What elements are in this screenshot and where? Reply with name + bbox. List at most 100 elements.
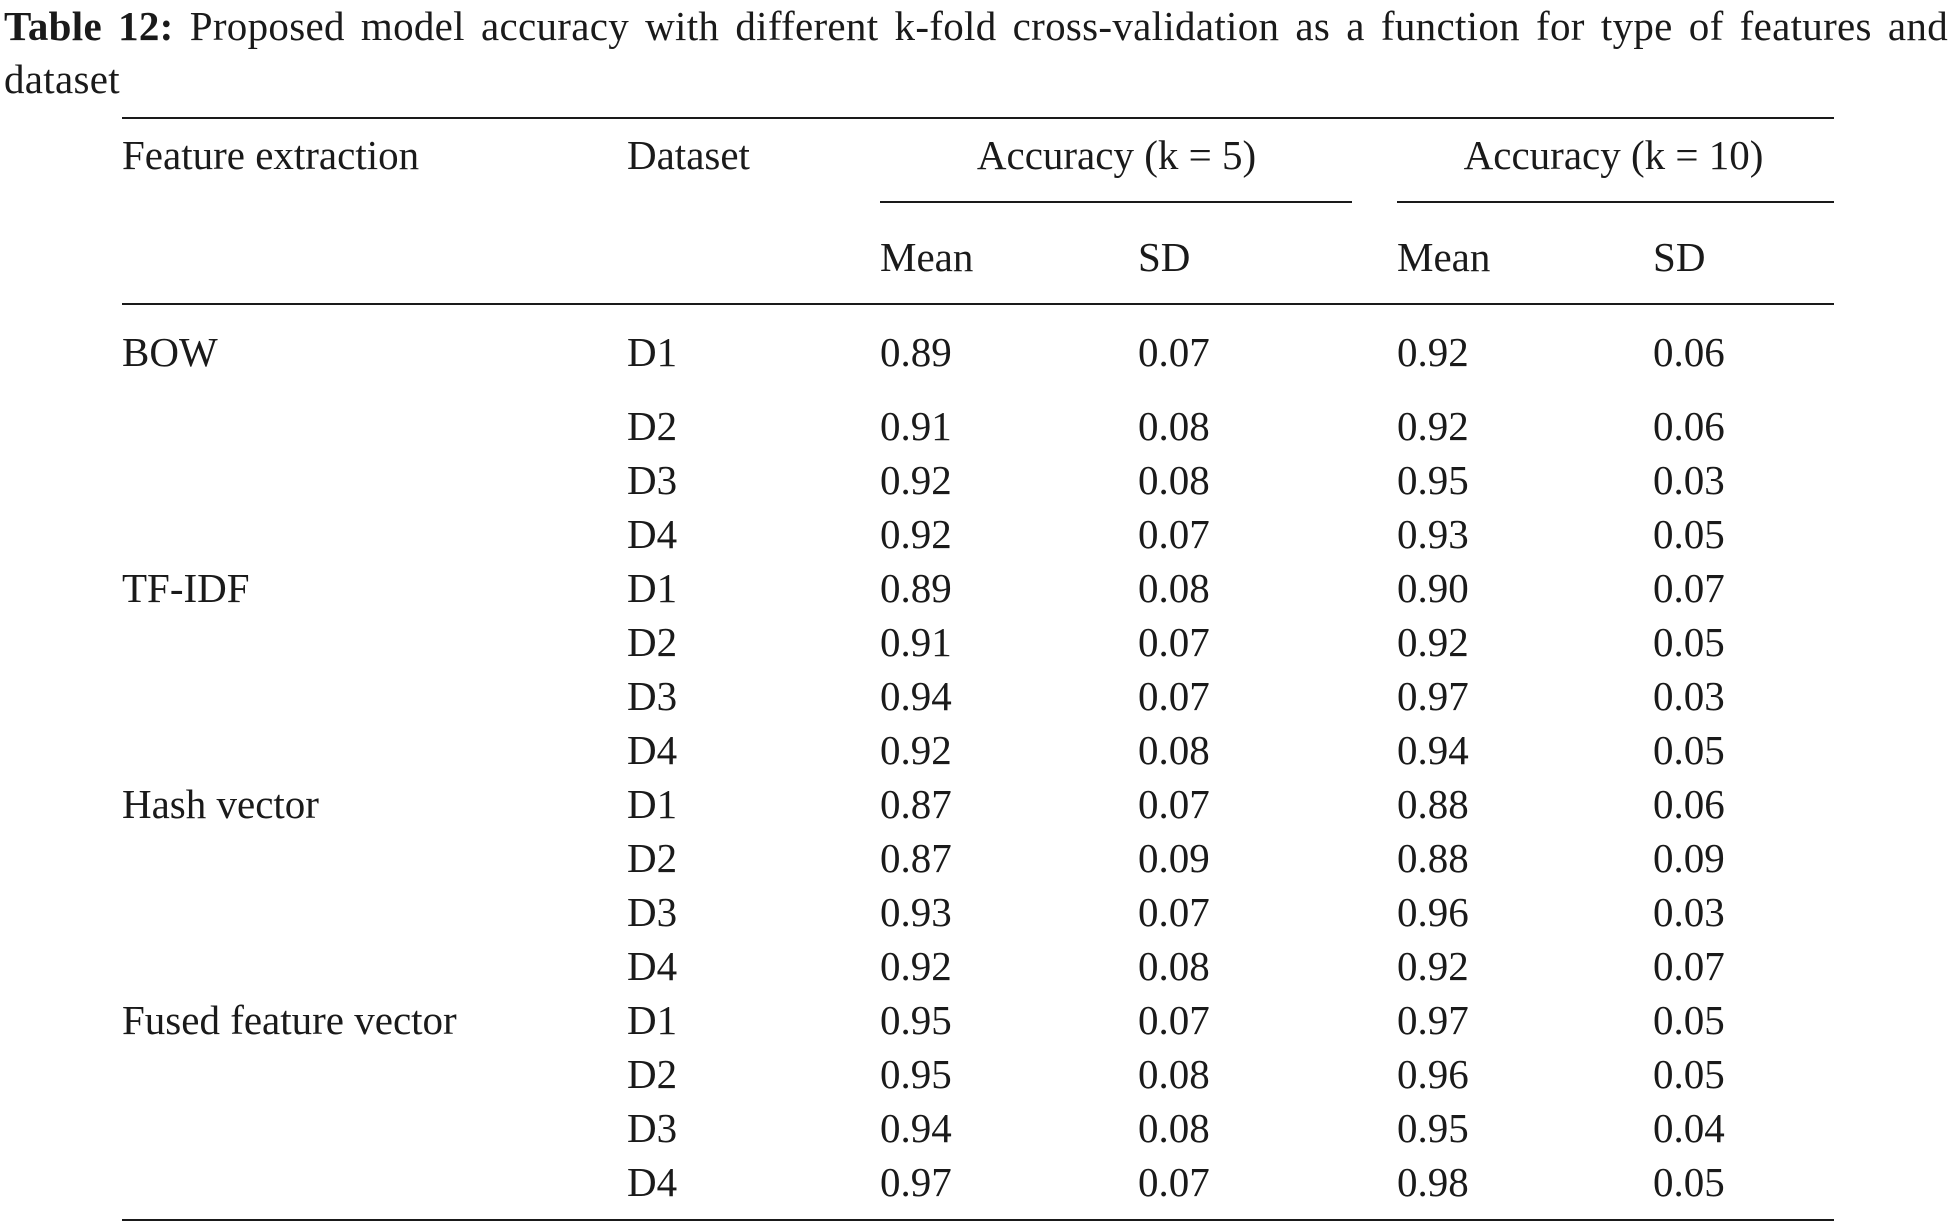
dataset-cell: D1 bbox=[627, 329, 678, 375]
sd-k10-cell: 0.06 bbox=[1653, 781, 1725, 827]
table-row: D3 0.93 0.07 0.96 0.03 bbox=[122, 885, 1834, 939]
mean-k5-cell: 0.93 bbox=[880, 889, 952, 935]
feature-cell bbox=[122, 669, 627, 723]
feature-cell bbox=[122, 399, 627, 453]
col-header-mean-k10: Mean bbox=[1397, 234, 1491, 280]
mean-k10-cell: 0.97 bbox=[1397, 673, 1469, 719]
col-header-accuracy-k10: Accuracy (k = 10) bbox=[1393, 118, 1834, 201]
feature-cell: Hash vector bbox=[122, 781, 319, 827]
sd-k10-cell: 0.03 bbox=[1653, 457, 1725, 503]
sd-k5-cell: 0.07 bbox=[1138, 781, 1210, 827]
header-row-group: Feature extraction Dataset Accuracy (k =… bbox=[122, 118, 1835, 201]
sd-k5-cell: 0.08 bbox=[1138, 403, 1210, 449]
mean-k10-cell: 0.93 bbox=[1397, 511, 1469, 557]
table-row: D4 0.92 0.08 0.92 0.07 bbox=[122, 939, 1834, 993]
sd-k5-cell: 0.07 bbox=[1138, 997, 1210, 1043]
mean-k5-cell: 0.92 bbox=[880, 943, 952, 989]
dataset-cell: D1 bbox=[627, 781, 678, 827]
accuracy-k10-label: Accuracy (k = 10) bbox=[1463, 132, 1764, 178]
sd-k10-cell: 0.06 bbox=[1653, 329, 1725, 375]
dataset-cell: D2 bbox=[627, 619, 678, 665]
sd-k5-cell: 0.08 bbox=[1138, 457, 1210, 503]
col-header-sd-k5: SD bbox=[1138, 234, 1191, 280]
mean-k5-cell: 0.89 bbox=[880, 329, 952, 375]
results-table-container: Feature extraction Dataset Accuracy (k =… bbox=[122, 117, 1835, 1221]
mean-k10-cell: 0.96 bbox=[1397, 889, 1469, 935]
mean-k5-cell: 0.92 bbox=[880, 457, 952, 503]
sd-k10-cell: 0.06 bbox=[1653, 403, 1725, 449]
table-row: D4 0.92 0.08 0.94 0.05 bbox=[122, 723, 1834, 777]
sd-k5-cell: 0.07 bbox=[1138, 511, 1210, 557]
group-underline-row bbox=[122, 201, 1835, 203]
dataset-cell: D2 bbox=[627, 403, 678, 449]
feature-cell bbox=[122, 723, 627, 777]
mean-k5-cell: 0.92 bbox=[880, 727, 952, 773]
sd-k5-cell: 0.07 bbox=[1138, 1159, 1210, 1205]
spacer-cell bbox=[122, 203, 627, 304]
group-underline-k10 bbox=[1393, 201, 1835, 203]
feature-cell bbox=[122, 885, 627, 939]
dataset-cell: D4 bbox=[627, 727, 678, 773]
group-underline-k5 bbox=[880, 201, 1393, 203]
mean-k10-cell: 0.95 bbox=[1397, 457, 1469, 503]
mean-k5-cell: 0.87 bbox=[880, 781, 952, 827]
table-row: D3 0.94 0.08 0.95 0.04 bbox=[122, 1101, 1834, 1155]
mean-k5-cell: 0.91 bbox=[880, 403, 952, 449]
table-row: D3 0.92 0.08 0.95 0.03 bbox=[122, 453, 1834, 507]
mean-k10-cell: 0.95 bbox=[1397, 1105, 1469, 1151]
mean-k5-cell: 0.94 bbox=[880, 1105, 952, 1151]
dataset-cell: D1 bbox=[627, 997, 678, 1043]
mean-k5-cell: 0.87 bbox=[880, 835, 952, 881]
feature-cell bbox=[122, 939, 627, 993]
dataset-cell: D2 bbox=[627, 1051, 678, 1097]
dataset-cell: D3 bbox=[627, 457, 678, 503]
feature-cell: Fused feature vector bbox=[122, 997, 457, 1043]
mean-k5-cell: 0.97 bbox=[880, 1159, 952, 1205]
mean-k10-cell: 0.98 bbox=[1397, 1159, 1469, 1205]
mean-k10-cell: 0.88 bbox=[1397, 835, 1469, 881]
spacer-cell bbox=[627, 203, 880, 304]
mean-k10-cell: 0.96 bbox=[1397, 1051, 1469, 1097]
mean-k10-cell: 0.92 bbox=[1397, 403, 1469, 449]
col-header-sd-k10: SD bbox=[1653, 234, 1706, 280]
table-row: D2 0.95 0.08 0.96 0.05 bbox=[122, 1047, 1834, 1101]
sd-k10-cell: 0.07 bbox=[1653, 943, 1725, 989]
mean-k10-cell: 0.88 bbox=[1397, 781, 1469, 827]
mean-k5-cell: 0.89 bbox=[880, 565, 952, 611]
col-header-dataset: Dataset bbox=[627, 132, 750, 178]
sd-k10-cell: 0.03 bbox=[1653, 889, 1725, 935]
dataset-cell: D4 bbox=[627, 511, 678, 557]
caption-text: Proposed model accuracy with different k… bbox=[4, 3, 1948, 102]
accuracy-table: Feature extraction Dataset Accuracy (k =… bbox=[122, 117, 1835, 1221]
feature-cell bbox=[122, 615, 627, 669]
feature-cell bbox=[122, 1047, 627, 1101]
dataset-cell: D3 bbox=[627, 889, 678, 935]
table-row: D2 0.87 0.09 0.88 0.09 bbox=[122, 831, 1834, 885]
mean-k10-cell: 0.94 bbox=[1397, 727, 1469, 773]
dataset-cell: D3 bbox=[627, 1105, 678, 1151]
sd-k5-cell: 0.08 bbox=[1138, 727, 1210, 773]
table-row: D4 0.92 0.07 0.93 0.05 bbox=[122, 507, 1834, 561]
feature-cell bbox=[122, 453, 627, 507]
mean-k10-cell: 0.92 bbox=[1397, 619, 1469, 665]
feature-cell bbox=[122, 507, 627, 561]
sd-k5-cell: 0.08 bbox=[1138, 1051, 1210, 1097]
sd-k10-cell: 0.09 bbox=[1653, 835, 1725, 881]
table-body: BOW D1 0.89 0.07 0.92 0.06 D2 0.91 0.08 0.92 0.06 D… bbox=[122, 304, 1835, 1220]
table-row: D3 0.94 0.07 0.97 0.03 bbox=[122, 669, 1834, 723]
sd-k10-cell: 0.05 bbox=[1653, 619, 1725, 665]
dataset-cell: D4 bbox=[627, 1159, 678, 1205]
table-caption: Table 12: Proposed model accuracy with d… bbox=[4, 0, 1948, 106]
mean-k10-cell: 0.90 bbox=[1397, 565, 1469, 611]
sd-k10-cell: 0.04 bbox=[1653, 1105, 1725, 1151]
dataset-cell: D4 bbox=[627, 943, 678, 989]
mean-k10-cell: 0.97 bbox=[1397, 997, 1469, 1043]
col-header-mean-k5: Mean bbox=[880, 234, 974, 280]
header-row-sub: Mean SD Mean SD bbox=[122, 203, 1835, 304]
mean-k5-cell: 0.95 bbox=[880, 1051, 952, 1097]
sd-k5-cell: 0.08 bbox=[1138, 565, 1210, 611]
col-header-feature-extraction: Feature extraction bbox=[122, 132, 420, 178]
mean-k10-cell: 0.92 bbox=[1397, 943, 1469, 989]
sd-k10-cell: 0.05 bbox=[1653, 1051, 1725, 1097]
dataset-cell: D1 bbox=[627, 565, 678, 611]
